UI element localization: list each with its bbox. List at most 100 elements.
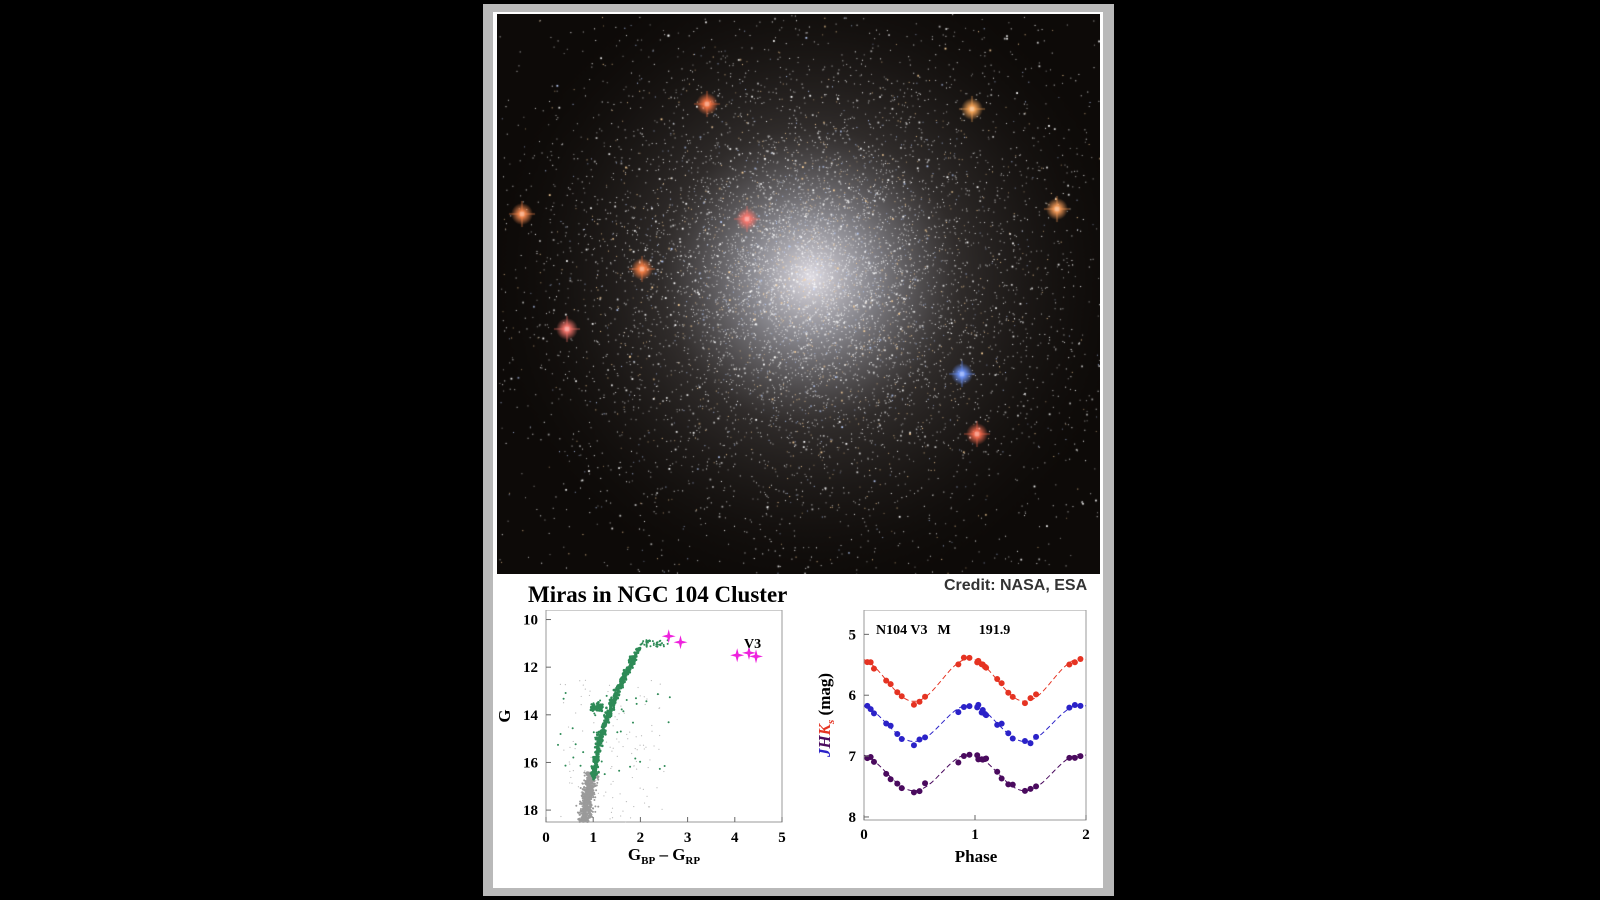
cmd-member-star bbox=[622, 668, 626, 672]
lc-point-H bbox=[1066, 704, 1073, 711]
cmd-field-star bbox=[575, 712, 577, 714]
cmd-member-star bbox=[595, 702, 599, 705]
lc-point-Ks bbox=[1033, 691, 1040, 698]
lc-point-Ks bbox=[898, 693, 905, 700]
lc-y-tick-label: 5 bbox=[849, 627, 857, 643]
cmd-member-star bbox=[603, 715, 606, 718]
lc-point-J bbox=[867, 754, 874, 761]
cmd-field-star bbox=[583, 786, 586, 789]
cmd-member-star bbox=[595, 742, 598, 746]
cmd-field-star bbox=[637, 686, 639, 689]
cmd-member-star bbox=[666, 642, 669, 645]
cmd-field-star bbox=[560, 815, 562, 818]
lc-point-H bbox=[955, 709, 962, 716]
cmd-member-star bbox=[643, 643, 646, 646]
cmd-field-star bbox=[644, 703, 646, 706]
cmd-field-star bbox=[577, 786, 580, 788]
lc-point-Ks bbox=[1071, 659, 1078, 666]
cmd-field-star bbox=[631, 776, 633, 779]
cmd-field-star bbox=[580, 809, 583, 812]
cmd-field-star bbox=[597, 775, 600, 778]
cmd-member-star bbox=[663, 764, 666, 767]
cmd-field-star bbox=[579, 819, 582, 822]
cmd-member-star bbox=[618, 769, 621, 772]
cmd-member-star bbox=[652, 642, 655, 645]
lc-point-Ks bbox=[960, 654, 967, 661]
cmd-member-star bbox=[603, 732, 606, 735]
cmd-member-star bbox=[668, 696, 671, 699]
cmd-member-star bbox=[632, 656, 635, 660]
cmd-field-star bbox=[582, 807, 585, 810]
cmd-field-star bbox=[584, 688, 586, 690]
cmd-member-star bbox=[620, 708, 623, 711]
cmd-member-star bbox=[656, 643, 659, 646]
cmd-field-star bbox=[581, 815, 584, 818]
cmd-member-star bbox=[599, 744, 602, 747]
cmd-field-star bbox=[611, 766, 613, 768]
cmd-x-tick-label: 2 bbox=[637, 830, 645, 846]
cmd-field-star bbox=[620, 705, 622, 707]
cmd-field-star bbox=[585, 784, 588, 787]
cmd-member-star bbox=[590, 706, 593, 709]
cmd-field-star bbox=[582, 803, 585, 806]
cmd-member-star bbox=[592, 731, 595, 734]
lc-point-J bbox=[898, 785, 905, 792]
cmd-field-star bbox=[584, 772, 587, 775]
cmd-field-star bbox=[588, 782, 591, 785]
lc-star-annotation: N104 V3 M 191.9 bbox=[876, 623, 1010, 638]
cmd-y-tick-label: 18 bbox=[523, 803, 538, 819]
cmd-field-star bbox=[597, 778, 600, 781]
cmd-member-star bbox=[564, 764, 567, 767]
cmd-field-star bbox=[579, 680, 581, 682]
cmd-x-tick-label: 3 bbox=[684, 830, 692, 846]
lc-point-Ks bbox=[1009, 693, 1016, 700]
cmd-field-star bbox=[585, 801, 588, 804]
cmd-field-star bbox=[587, 785, 590, 788]
cmd-member-star bbox=[634, 651, 638, 655]
cmd-member-star bbox=[593, 776, 597, 779]
cmd-field-star bbox=[596, 781, 599, 784]
cmd-field-star bbox=[585, 805, 588, 808]
cmd-field-star bbox=[643, 748, 645, 750]
cmd-field-star bbox=[612, 747, 614, 749]
cmd-field-star bbox=[584, 790, 587, 793]
cmd-field-stars bbox=[559, 678, 665, 823]
cmd-field-star bbox=[590, 794, 593, 797]
cmd-member-star bbox=[609, 714, 613, 718]
cmd-member-star bbox=[636, 651, 640, 655]
cmd-field-star bbox=[627, 738, 629, 740]
cmd-field-star bbox=[579, 800, 582, 803]
lc-x-tick-label: 1 bbox=[971, 827, 979, 843]
lc-point-Ks bbox=[894, 689, 901, 696]
lc-x-tick-label: 2 bbox=[1082, 827, 1090, 843]
cmd-member-star bbox=[609, 710, 613, 714]
cmd-member-star bbox=[610, 696, 613, 700]
cmd-field-star bbox=[593, 799, 596, 802]
cmd-member-star bbox=[592, 765, 595, 769]
lc-point-J bbox=[1021, 787, 1028, 794]
cmd-member-star bbox=[605, 706, 608, 710]
cmd-field-star bbox=[656, 787, 658, 789]
cmd-field-star bbox=[597, 805, 600, 808]
cmd-mira-marker bbox=[661, 629, 676, 644]
cmd-field-star bbox=[562, 702, 565, 704]
cmd-field-star bbox=[590, 813, 593, 816]
cmd-member-star bbox=[622, 671, 626, 675]
cmd-member-star bbox=[599, 729, 603, 733]
cmd-member-star bbox=[599, 703, 602, 706]
cmd-field-star bbox=[658, 748, 660, 750]
cmd-field-star bbox=[591, 782, 594, 785]
cmd-member-star bbox=[623, 677, 627, 681]
cmd-field-star bbox=[583, 809, 586, 812]
cmd-member-star bbox=[667, 721, 670, 724]
cmd-field-star bbox=[629, 731, 631, 733]
cmd-field-star bbox=[663, 770, 665, 773]
lc-point-H bbox=[894, 731, 901, 738]
cmd-mira-markers bbox=[661, 629, 763, 664]
cmd-member-star bbox=[648, 639, 651, 642]
cmd-field-star bbox=[636, 749, 638, 751]
cmd-field-star bbox=[611, 750, 613, 752]
cmd-member-star bbox=[595, 763, 599, 767]
cmd-field-star bbox=[589, 806, 592, 809]
lc-ticks: 0 1 2 5 6 7 8 bbox=[849, 627, 1090, 843]
